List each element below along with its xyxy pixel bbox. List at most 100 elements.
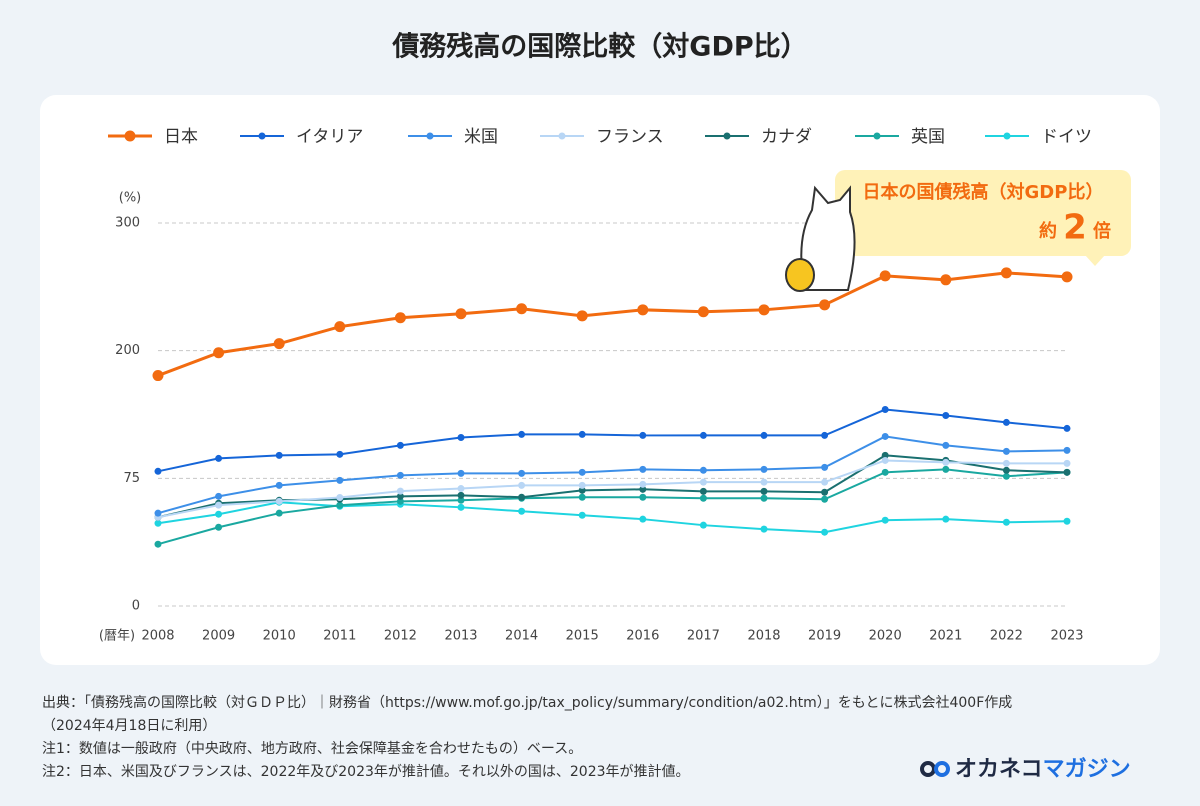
data-point [639, 431, 647, 439]
x-tick-label: 2013 [444, 629, 477, 644]
legend-dot [258, 132, 266, 140]
brand-part: オカネコ [955, 757, 1043, 782]
data-point [154, 519, 162, 527]
data-point [760, 465, 768, 473]
series-line [157, 459, 1067, 519]
legend-dot [723, 132, 731, 140]
data-point [152, 370, 164, 382]
data-point [881, 406, 889, 414]
x-tick-label: 2008 [141, 629, 174, 644]
data-point [457, 433, 465, 441]
note: 出典：「債務残高の国際比較（対ＧＤＰ比）｜財務省（https://www.mof… [42, 694, 1012, 711]
x-tick-label: 2010 [263, 629, 296, 644]
data-point [275, 451, 283, 459]
data-point [821, 478, 829, 486]
series-line [157, 435, 1068, 515]
chart-title: 債務残高の国際比較（対GDP比） [391, 31, 807, 63]
data-point [881, 468, 889, 476]
data-point [578, 486, 586, 494]
data-point [1002, 418, 1010, 426]
data-point [518, 430, 526, 438]
data-point [699, 478, 707, 486]
data-point [336, 501, 344, 509]
data-point [516, 303, 528, 315]
data-point [1063, 468, 1071, 476]
data-point [578, 481, 586, 489]
data-point [396, 492, 404, 500]
brand: オカネコマガジン [955, 757, 1131, 782]
data-point [699, 521, 707, 529]
y-tick-label: 75 [123, 471, 140, 486]
x-tick-label: 2023 [1050, 629, 1083, 644]
data-point [881, 516, 889, 524]
data-point [215, 523, 223, 531]
callout-number: 2 [1063, 208, 1087, 248]
data-point [699, 466, 707, 474]
data-point [637, 304, 649, 316]
data-point [942, 515, 950, 523]
data-point [275, 481, 283, 489]
y-tick-label: 300 [115, 216, 140, 231]
data-point [821, 431, 829, 439]
brand-part: マガジン [1043, 757, 1131, 782]
callout-box [835, 170, 1131, 256]
data-point [942, 441, 950, 449]
x-tick-label: 2019 [808, 629, 841, 644]
x-unit: (暦年) [99, 629, 135, 644]
note: 注1：数値は一般政府（中央政府、地方政府、社会保障基金を合わせたもの）ベース。 [42, 740, 582, 757]
data-point [639, 480, 647, 488]
x-tick-label: 2020 [869, 629, 902, 644]
data-point [881, 456, 889, 464]
data-point [819, 299, 831, 311]
mascot-bag [785, 258, 815, 292]
legend-label: ドイツ [1041, 127, 1092, 147]
data-point [1002, 466, 1010, 474]
data-point [518, 507, 526, 515]
data-point [821, 488, 829, 496]
callout-suffix: 倍 [1093, 220, 1111, 242]
legend-dot [426, 132, 434, 140]
x-tick-label: 2018 [747, 629, 780, 644]
legend-dot [1003, 132, 1011, 140]
data-point [881, 451, 889, 459]
data-point [396, 471, 404, 479]
x-tick-label: 2015 [566, 629, 599, 644]
mascot-body [800, 185, 856, 291]
callout-prefix: 約 [1039, 220, 1057, 242]
data-point [215, 501, 223, 509]
data-point [455, 308, 467, 320]
y-tick-label: 0 [132, 599, 140, 614]
data-point [758, 304, 770, 316]
data-point [457, 496, 465, 504]
data-point [518, 493, 526, 501]
legend-label: カナダ [761, 127, 812, 147]
data-point [760, 478, 768, 486]
data-point [576, 310, 588, 322]
data-point [215, 510, 223, 518]
callout-line1: 日本の国債残高（対GDP比） [863, 181, 1104, 203]
data-point [518, 469, 526, 477]
data-point [457, 469, 465, 477]
data-point [1061, 271, 1073, 283]
data-point [275, 509, 283, 517]
data-point [396, 497, 404, 505]
series-line [157, 468, 1068, 546]
data-point [639, 515, 647, 523]
data-point [336, 493, 344, 501]
data-point [394, 312, 406, 324]
legend-label: 日本 [164, 127, 198, 147]
data-point [1002, 518, 1010, 526]
data-point [275, 497, 283, 505]
x-tick-label: 2012 [384, 629, 417, 644]
data-point [396, 441, 404, 449]
data-point [457, 503, 465, 511]
legend-label: 米国 [464, 127, 498, 147]
data-point [336, 476, 344, 484]
data-point [1063, 424, 1071, 432]
legend-label: フランス [596, 127, 664, 147]
series-line [157, 271, 1068, 377]
mascot [785, 185, 856, 292]
legend-label: イタリア [296, 127, 363, 147]
